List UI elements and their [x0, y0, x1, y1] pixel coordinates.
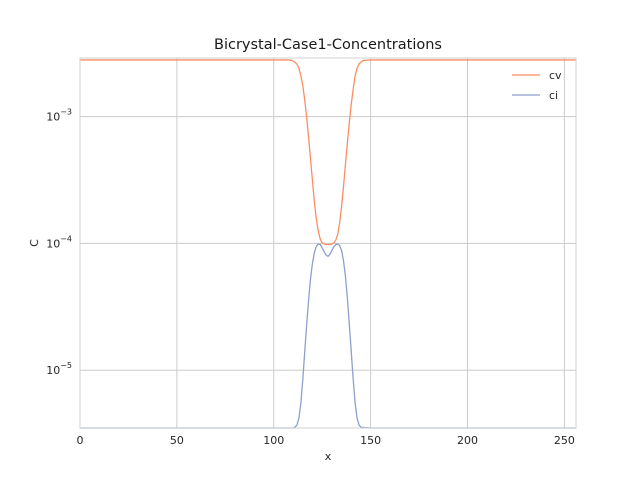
x-tick-label: 0 — [77, 434, 84, 447]
chart-title: Bicrystal-Case1-Concentrations — [214, 37, 442, 53]
y-tick-labels: 10−5 10−4 10−3 — [46, 108, 72, 378]
x-tick-labels: 0 50 100 150 200 250 — [77, 434, 575, 447]
y-axis-label: C — [28, 239, 41, 247]
y-tick-label: 10−3 — [46, 108, 72, 124]
series-lines — [80, 59, 576, 429]
legend-label-cv: cv — [549, 69, 562, 82]
x-tick-label: 50 — [170, 434, 184, 447]
legend: cv ci — [512, 69, 562, 102]
x-tick-label: 250 — [554, 434, 575, 447]
x-tick-label: 150 — [360, 434, 381, 447]
grid-lines — [79, 58, 576, 428]
y-tick-label: 10−4 — [46, 234, 72, 250]
x-axis-label: x — [325, 450, 332, 463]
x-tick-label: 100 — [263, 434, 284, 447]
plot-frame — [79, 57, 577, 429]
series-line-cv — [80, 59, 576, 246]
y-tick-label: 10−5 — [46, 361, 72, 377]
legend-label-ci: ci — [549, 89, 558, 102]
series-line-ci — [80, 243, 576, 429]
x-tick-label: 200 — [457, 434, 478, 447]
